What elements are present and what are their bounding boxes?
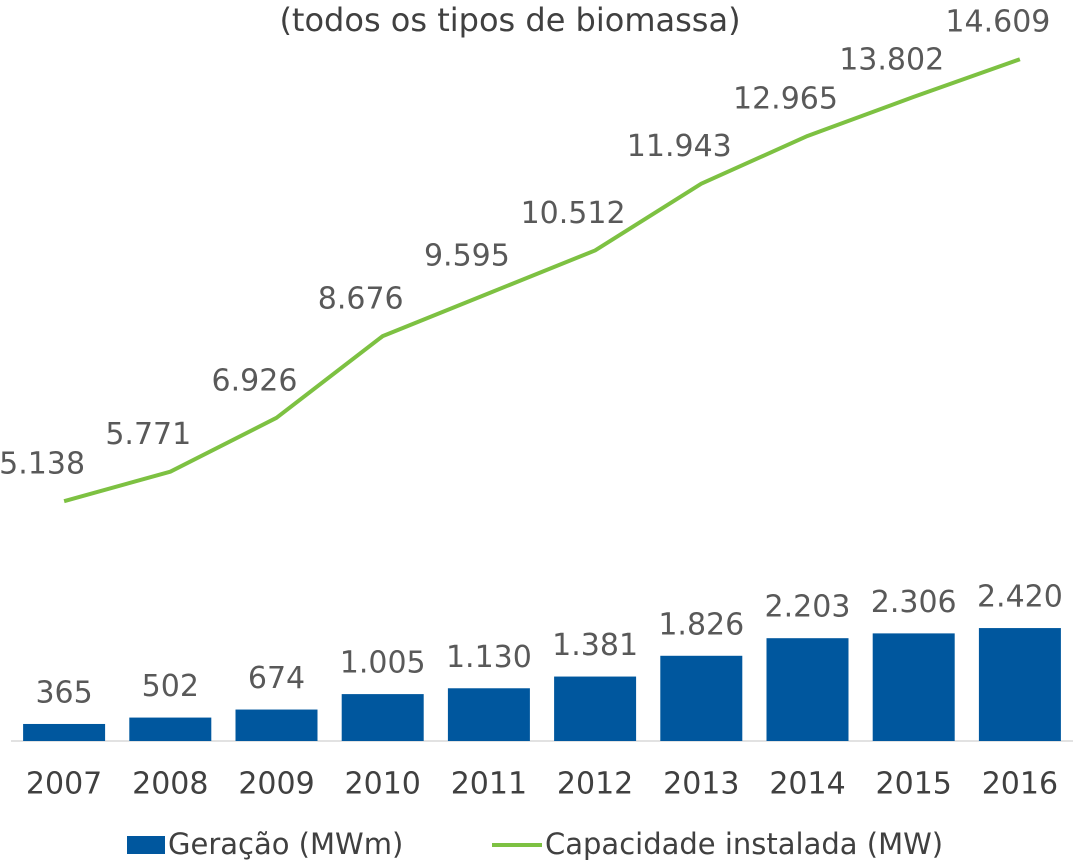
x-tick-label: 2012	[557, 767, 633, 802]
bar	[235, 709, 318, 741]
data-label: 5.771	[105, 417, 191, 452]
bar	[23, 723, 106, 741]
data-label: 1.130	[446, 640, 532, 675]
data-label: 9.595	[424, 239, 510, 274]
x-tick-label: 2015	[876, 767, 952, 802]
bar	[766, 638, 849, 741]
data-label: 2.420	[977, 580, 1063, 615]
legend-label: Capacidade instalada (MW)	[545, 827, 943, 861]
x-tick-label: 2011	[451, 767, 527, 802]
data-label: 365	[35, 675, 92, 710]
data-label: 2.203	[765, 590, 851, 625]
data-label: 8.676	[318, 282, 404, 317]
legend-swatch	[127, 836, 165, 854]
data-label: 5.138	[0, 447, 85, 482]
bar	[872, 633, 955, 741]
bar	[129, 717, 212, 741]
x-tick-label: 2016	[982, 767, 1058, 802]
x-tick-label: 2013	[663, 767, 739, 802]
x-tick-label: 2014	[769, 767, 845, 802]
data-label: 1.381	[552, 628, 638, 663]
x-tick-label: 2010	[345, 767, 421, 802]
x-tick-label: 2009	[238, 767, 314, 802]
data-label: 12.965	[733, 81, 838, 116]
data-label: 10.512	[521, 196, 626, 231]
data-label: 14.609	[945, 5, 1050, 40]
legend-label: Geração (MWm)	[168, 827, 403, 861]
data-label: 6.926	[212, 363, 298, 398]
x-tick-label: 2007	[26, 767, 102, 802]
chart-title: (todos os tipos de biomassa)	[279, 1, 740, 39]
data-label: 13.802	[839, 42, 944, 77]
data-label: 674	[248, 661, 305, 696]
data-label: 502	[142, 669, 199, 704]
bar	[978, 628, 1061, 741]
line	[63, 57, 1021, 504]
bar	[660, 655, 743, 741]
data-label: 1.826	[658, 607, 744, 642]
bar	[554, 676, 637, 741]
data-label: 11.943	[627, 129, 732, 164]
bar	[341, 694, 424, 741]
data-label: 1.005	[340, 646, 426, 681]
bar	[447, 688, 530, 741]
x-tick-label: 2008	[132, 767, 208, 802]
data-label: 2.306	[871, 585, 957, 620]
